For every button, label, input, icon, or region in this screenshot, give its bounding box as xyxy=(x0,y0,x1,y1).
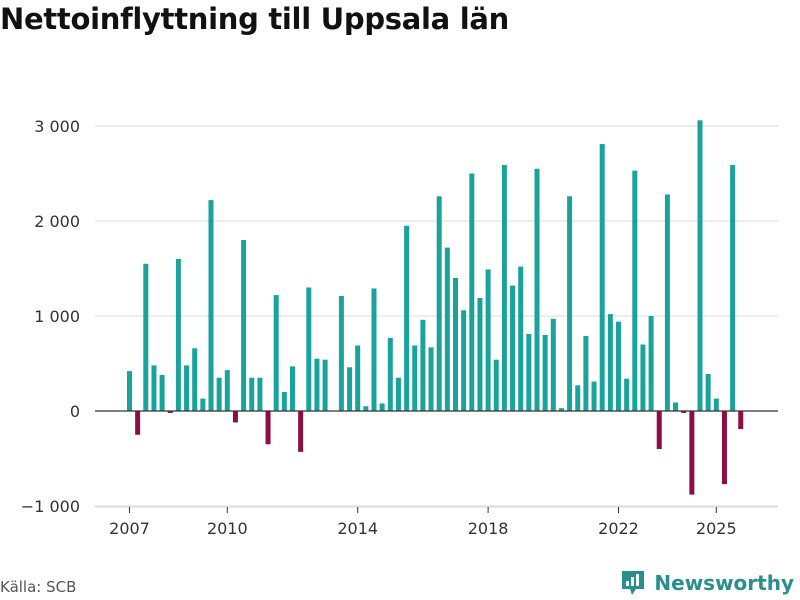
bar xyxy=(673,402,679,411)
bar xyxy=(167,411,173,413)
bars xyxy=(127,120,744,495)
bar xyxy=(493,359,499,411)
y-tick-label: 2 000 xyxy=(34,212,80,231)
bar xyxy=(395,377,401,411)
bar xyxy=(135,411,141,435)
bar xyxy=(127,371,132,411)
bar xyxy=(281,392,287,411)
bar xyxy=(510,285,516,411)
bar xyxy=(265,411,271,445)
bar xyxy=(632,170,638,411)
bar xyxy=(730,164,736,411)
bar xyxy=(738,411,744,430)
bar xyxy=(713,398,719,411)
bar xyxy=(208,200,214,411)
bar xyxy=(461,310,467,411)
bar xyxy=(534,168,540,411)
bar xyxy=(689,411,695,495)
bar xyxy=(583,335,589,411)
bar xyxy=(518,266,524,411)
bar xyxy=(143,263,149,411)
bar xyxy=(697,120,703,412)
bar xyxy=(428,347,434,411)
bar xyxy=(347,367,353,411)
bar xyxy=(501,164,507,411)
bar xyxy=(355,345,361,411)
y-tick-label: 1 000 xyxy=(34,307,80,326)
bar xyxy=(681,411,687,413)
bar xyxy=(232,411,238,423)
chart-title: Nettoinflyttning till Uppsala län xyxy=(0,2,509,36)
bar xyxy=(721,411,727,485)
y-tick-label: −1 000 xyxy=(21,497,80,516)
bar xyxy=(379,403,385,411)
bar xyxy=(184,365,190,411)
x-tick-label: 2022 xyxy=(598,519,639,538)
bar xyxy=(273,295,279,411)
x-tick-label: 2007 xyxy=(109,519,150,538)
brand-logo[interactable]: Newsworthy xyxy=(620,569,794,597)
bar xyxy=(200,398,206,411)
brand-name: Newsworthy xyxy=(654,571,794,595)
bar xyxy=(306,287,312,411)
x-tick-label: 2025 xyxy=(696,519,737,538)
bar xyxy=(705,373,711,411)
bar xyxy=(656,411,662,449)
x-tick-label: 2018 xyxy=(468,519,509,538)
bar xyxy=(216,377,222,411)
bar xyxy=(567,196,573,411)
bar xyxy=(298,411,304,452)
bar xyxy=(599,144,605,412)
bar xyxy=(436,196,442,411)
bar xyxy=(387,337,393,411)
bar xyxy=(371,288,377,411)
source-note: Källa: SCB xyxy=(0,578,77,596)
bar xyxy=(241,240,247,411)
bar xyxy=(526,334,532,411)
bar xyxy=(575,385,581,411)
newsworthy-logo-icon xyxy=(622,571,645,595)
bar xyxy=(363,406,369,411)
bar xyxy=(607,314,613,411)
bar xyxy=(338,296,344,411)
y-tick-label: 3 000 xyxy=(34,117,80,136)
bar xyxy=(477,297,483,411)
bar xyxy=(175,259,181,411)
bar xyxy=(648,316,654,411)
bar xyxy=(624,378,630,411)
bar xyxy=(314,358,320,411)
bar xyxy=(558,408,564,411)
x-tick-label: 2010 xyxy=(207,519,248,538)
bar xyxy=(616,321,621,411)
bar xyxy=(550,318,556,411)
bar xyxy=(412,345,418,411)
bar xyxy=(591,381,597,411)
bar xyxy=(159,374,165,411)
axes: −1 000 0 1 000 2 000 3 000 2007 2010 2014 2018 20… xyxy=(21,117,778,538)
bar xyxy=(290,366,295,411)
gridlines xyxy=(95,125,778,507)
bar xyxy=(249,377,255,411)
bar xyxy=(542,335,548,411)
bar xyxy=(485,269,491,411)
bar xyxy=(420,319,426,411)
bar xyxy=(151,365,157,411)
bar xyxy=(257,377,263,411)
bar xyxy=(664,194,670,411)
bar xyxy=(469,173,475,411)
x-tick-label: 2014 xyxy=(337,519,378,538)
bar xyxy=(640,344,646,411)
bar xyxy=(192,348,198,411)
bar xyxy=(322,359,328,411)
y-tick-label: 0 xyxy=(70,402,80,421)
bar xyxy=(444,247,450,411)
bar xyxy=(224,370,230,411)
bar xyxy=(404,225,410,411)
bar xyxy=(453,278,458,411)
